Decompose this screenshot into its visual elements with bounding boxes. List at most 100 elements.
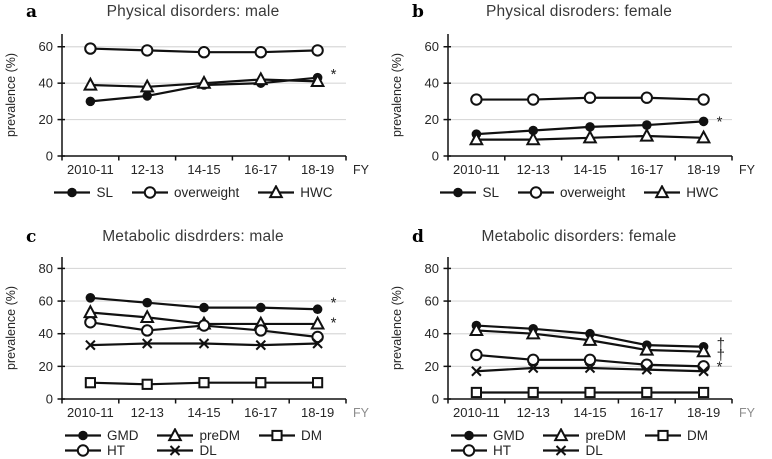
panel-letter: a	[26, 2, 38, 22]
legend-item-DL: DL	[542, 443, 603, 458]
panel-d-header: d Metabolic disorders: female	[386, 225, 772, 249]
svg-text:14-15: 14-15	[573, 162, 606, 177]
legend-item-HWC: HWC	[257, 185, 333, 200]
legend-label: SL	[482, 185, 499, 200]
svg-text:12-13: 12-13	[131, 162, 164, 177]
chart-c-legend: GMD preDM DM HT DL	[0, 428, 386, 458]
legend-item-overweight: overweight	[131, 185, 239, 200]
x-legend-marker-icon	[157, 445, 194, 456]
svg-text:12-13: 12-13	[131, 405, 164, 420]
legend-item-preDM: preDM	[156, 428, 240, 443]
panel-b: b Physical disroders: female 0 20 40 60 2010…	[386, 0, 772, 225]
svg-text:prevalence (%): prevalence (%)	[4, 53, 18, 137]
svg-text:*: *	[331, 66, 337, 83]
legend-item-GMD: GMD	[64, 428, 139, 443]
svg-text:16-17: 16-17	[244, 405, 277, 420]
svg-text:2010-11: 2010-11	[67, 405, 114, 420]
chart-title: Physical disorders: male	[106, 3, 280, 20]
svg-text:40: 40	[425, 76, 439, 91]
svg-text:18-19: 18-19	[301, 162, 334, 177]
svg-text:12-13: 12-13	[517, 405, 550, 420]
svg-text:prevalence (%): prevalence (%)	[4, 286, 18, 370]
circle-filled-legend-marker-icon	[450, 430, 487, 441]
svg-text:40: 40	[425, 326, 439, 341]
panel-d: d Metabolic disorders: female 0 20 40 60 80 2…	[386, 225, 772, 459]
circle-filled-legend-marker-icon	[54, 187, 91, 198]
legend-item-HT: HT	[64, 443, 125, 458]
legend-label: GMD	[106, 428, 139, 443]
svg-text:*: *	[717, 113, 723, 130]
legend-label: GMD	[492, 428, 525, 443]
legend-item-overweight: overweight	[517, 185, 625, 200]
chart-d-legend: GMD preDM DM HT DL	[386, 428, 772, 458]
svg-text:20: 20	[39, 359, 53, 374]
legend-label: HT	[492, 443, 511, 458]
triangle-open-legend-marker-icon	[543, 428, 580, 442]
svg-text:*: *	[717, 358, 723, 375]
legend-label: preDM	[585, 428, 626, 443]
svg-text:2010-11: 2010-11	[453, 162, 500, 177]
panel-letter: d	[412, 227, 424, 247]
svg-text:FY: FY	[353, 163, 370, 177]
svg-text:20: 20	[425, 112, 439, 127]
legend-label: HWC	[300, 185, 333, 200]
circle-open-legend-marker-icon	[517, 186, 554, 199]
panel-c-header: c Metabolic disdrders: male	[0, 225, 386, 249]
chart-a: 0 20 40 60 2010-11 12-13 14-15 16-17 18-19 FY prev…	[4, 34, 370, 177]
square-open-legend-marker-icon	[259, 429, 295, 442]
chart-title: Metabolic disorders: female	[481, 228, 677, 245]
legend-label: DM	[301, 428, 322, 443]
chart-b-legend: SL overweight HWC	[386, 185, 772, 200]
panel-letter: b	[412, 2, 424, 22]
x-legend-marker-icon	[543, 445, 580, 456]
svg-text:60: 60	[39, 39, 53, 54]
square-open-legend-marker-icon	[645, 429, 681, 442]
svg-text:†: †	[717, 336, 725, 353]
svg-text:14-15: 14-15	[187, 162, 220, 177]
legend-item-SL: SL	[53, 185, 113, 200]
svg-text:80: 80	[39, 261, 53, 276]
svg-text:60: 60	[39, 294, 53, 309]
svg-text:16-17: 16-17	[630, 405, 663, 420]
svg-text:16-17: 16-17	[244, 162, 277, 177]
legend-label: HWC	[686, 185, 719, 200]
legend-label: DL	[199, 443, 217, 458]
svg-text:FY: FY	[739, 163, 756, 177]
circle-filled-legend-marker-icon	[64, 430, 101, 441]
svg-text:0: 0	[432, 392, 439, 407]
panel-a: a Physical disorders: male 0 20 40 60 2010-1…	[0, 0, 386, 225]
circle-open-legend-marker-icon	[450, 444, 487, 457]
svg-text:prevalence (%): prevalence (%)	[390, 286, 404, 370]
legend-item-SL: SL	[439, 185, 499, 200]
legend-item-DM: DM	[258, 428, 322, 443]
svg-text:18-19: 18-19	[687, 405, 720, 420]
svg-text:2010-11: 2010-11	[67, 162, 114, 177]
panel-a-header: a Physical disorders: male	[0, 0, 386, 24]
svg-text:20: 20	[39, 112, 53, 127]
svg-text:FY: FY	[739, 406, 756, 420]
legend-label: overweight	[173, 185, 240, 200]
svg-text:0: 0	[46, 149, 53, 164]
circle-open-legend-marker-icon	[131, 186, 168, 199]
legend-item-preDM: preDM	[542, 428, 626, 443]
svg-text:*: *	[331, 295, 337, 312]
svg-text:18-19: 18-19	[301, 405, 334, 420]
chart-title: Metabolic disdrders: male	[102, 228, 284, 245]
chart-d: 0 20 40 60 80 2010-11 12-13 14-15 16-17 18-19 FY pr…	[390, 257, 756, 420]
svg-text:14-15: 14-15	[573, 405, 606, 420]
chart-title: Physical disroders: female	[485, 3, 673, 20]
legend-label: SL	[96, 185, 113, 200]
chart-c: 0 20 40 60 80 2010-11 12-13 14-15 16-17 18-19 FY pr…	[4, 257, 370, 420]
svg-text:40: 40	[39, 76, 53, 91]
svg-text:prevalence (%): prevalence (%)	[390, 53, 404, 137]
triangle-open-legend-marker-icon	[157, 428, 194, 442]
svg-text:80: 80	[425, 261, 439, 276]
svg-text:60: 60	[425, 39, 439, 54]
svg-text:12-13: 12-13	[517, 162, 550, 177]
triangle-open-legend-marker-icon	[258, 185, 295, 199]
legend-item-DL: DL	[156, 443, 217, 458]
svg-text:*: *	[331, 314, 337, 331]
legend-item-HT: HT	[450, 443, 511, 458]
panel-letter: c	[26, 227, 37, 247]
